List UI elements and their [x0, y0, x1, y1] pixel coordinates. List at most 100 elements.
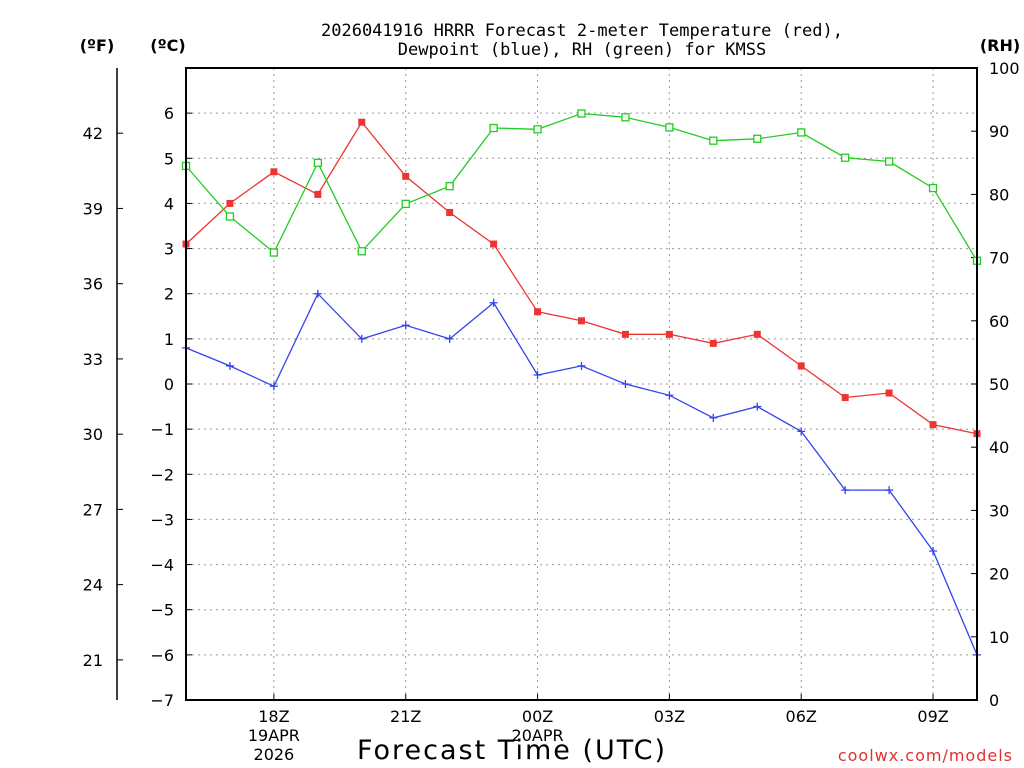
rh-point	[577, 109, 586, 118]
dewpoint-point	[533, 370, 542, 379]
rh-point	[533, 125, 542, 134]
dewpoint-point	[445, 334, 454, 343]
rh-tick-label: 40	[989, 438, 1009, 457]
rh-tick-label: 60	[989, 312, 1009, 331]
temperature-point	[753, 330, 761, 338]
celsius-axis: 6 5 4 3 2 1 0 −1 −2 −3 −4 −5 −6 −7	[150, 104, 192, 710]
temperature-point	[402, 172, 410, 180]
celsius-tick-label: −5	[150, 601, 174, 620]
dewpoint-point	[269, 382, 278, 391]
rh-tick-label: 0	[989, 691, 999, 710]
celsius-tick-label: −1	[150, 420, 174, 439]
fahrenheit-tick-label: 24	[83, 576, 103, 595]
celsius-tick-label: −6	[150, 646, 174, 665]
fahrenheit-axis-unit: (ºF)	[80, 36, 115, 55]
temperature-point	[929, 421, 937, 429]
rh-point	[489, 123, 498, 133]
temperature-point	[797, 362, 805, 370]
temperature-point	[490, 240, 498, 248]
time-tick-label: 09Z	[917, 707, 948, 726]
fahrenheit-tick-label: 33	[83, 350, 103, 369]
celsius-tick-label: −3	[150, 510, 174, 529]
rh-point	[313, 158, 322, 167]
fahrenheit-axis: 42 39 36 33 30 27 24 21	[83, 124, 123, 670]
gridlines	[186, 68, 977, 700]
dewpoint-point	[357, 334, 366, 343]
rh-point	[753, 134, 762, 143]
rh-point	[928, 183, 938, 193]
time-tick-label: 03Z	[654, 707, 685, 726]
celsius-axis-unit: (ºC)	[150, 36, 185, 55]
rh-point	[445, 182, 454, 191]
celsius-tick-label: 1	[164, 330, 174, 349]
rh-tick-label: 10	[989, 628, 1009, 647]
rh-point	[709, 136, 718, 145]
rh-tick-label: 80	[989, 185, 1009, 204]
time-tick-label: 06Z	[786, 707, 817, 726]
celsius-tick-label: −4	[150, 556, 174, 575]
fahrenheit-tick-label: 42	[83, 124, 103, 143]
rh-point	[357, 247, 366, 256]
rh-point	[665, 123, 674, 132]
temperature-point	[578, 317, 585, 325]
rh-tick-label: 90	[989, 122, 1009, 141]
temperature-point	[226, 199, 234, 207]
dewpoint-point	[225, 361, 234, 370]
dewpoint-point	[665, 391, 674, 400]
celsius-tick-label: −2	[150, 465, 174, 484]
dewpoint-point	[797, 427, 806, 436]
dewpoint-point	[621, 380, 630, 388]
dewpoint-point	[841, 486, 850, 495]
watermark: coolwx.com/models	[838, 746, 1013, 765]
celsius-tick-label: 5	[164, 149, 174, 168]
rh-tick-label: 50	[989, 375, 1009, 394]
rh-point	[401, 199, 410, 209]
dewpoint-point	[401, 321, 410, 330]
rh-axis-unit: (RH)	[980, 36, 1020, 55]
date-label: 19APR	[248, 726, 300, 745]
rh-tick-label: 100	[989, 59, 1020, 78]
rh-point	[225, 212, 235, 221]
rh-tick-label: 70	[989, 249, 1009, 268]
temperature-point	[665, 330, 673, 338]
dewpoint-point	[709, 413, 718, 422]
dewpoint-point	[929, 547, 938, 556]
rh-point	[621, 113, 630, 122]
fahrenheit-tick-label: 27	[83, 500, 103, 519]
temperature-point	[709, 339, 717, 347]
rh-point	[269, 248, 279, 257]
chart-title-line1: 2026041916 HRRR Forecast 2-meter Tempera…	[321, 21, 843, 41]
fahrenheit-tick-label: 21	[83, 651, 103, 670]
rh-point	[841, 153, 850, 162]
dewpoint-point	[313, 289, 322, 298]
fahrenheit-tick-label: 36	[83, 275, 103, 294]
celsius-tick-label: 3	[164, 240, 174, 259]
x-axis-label: Forecast Time (UTC)	[357, 735, 667, 766]
chart-title-line2: Dewpoint (blue), RH (green) for KMSS	[398, 40, 766, 60]
date-label: 20APR	[512, 726, 564, 745]
temperature-point	[446, 208, 454, 216]
rh-point	[797, 128, 806, 137]
time-tick-label: 21Z	[390, 707, 421, 726]
temperature-point	[885, 389, 893, 397]
celsius-tick-label: −7	[150, 691, 174, 710]
temperature-point	[270, 168, 278, 176]
celsius-tick-label: 6	[164, 104, 174, 123]
temperature-point	[358, 118, 366, 126]
celsius-tick-label: 0	[164, 375, 174, 394]
temperature-point	[534, 308, 542, 316]
temperature-point	[841, 394, 849, 402]
celsius-tick-label: 4	[164, 194, 174, 213]
temperature-point	[314, 190, 322, 198]
dewpoint-point	[753, 402, 762, 411]
rh-tick-label: 30	[989, 501, 1009, 520]
time-tick-label: 18Z	[258, 707, 289, 726]
rh-tick-label: 20	[989, 565, 1009, 584]
time-tick-label: 00Z	[522, 707, 553, 726]
fahrenheit-tick-label: 30	[83, 425, 103, 444]
plot-frame	[185, 67, 978, 701]
temperature-point	[621, 330, 629, 338]
